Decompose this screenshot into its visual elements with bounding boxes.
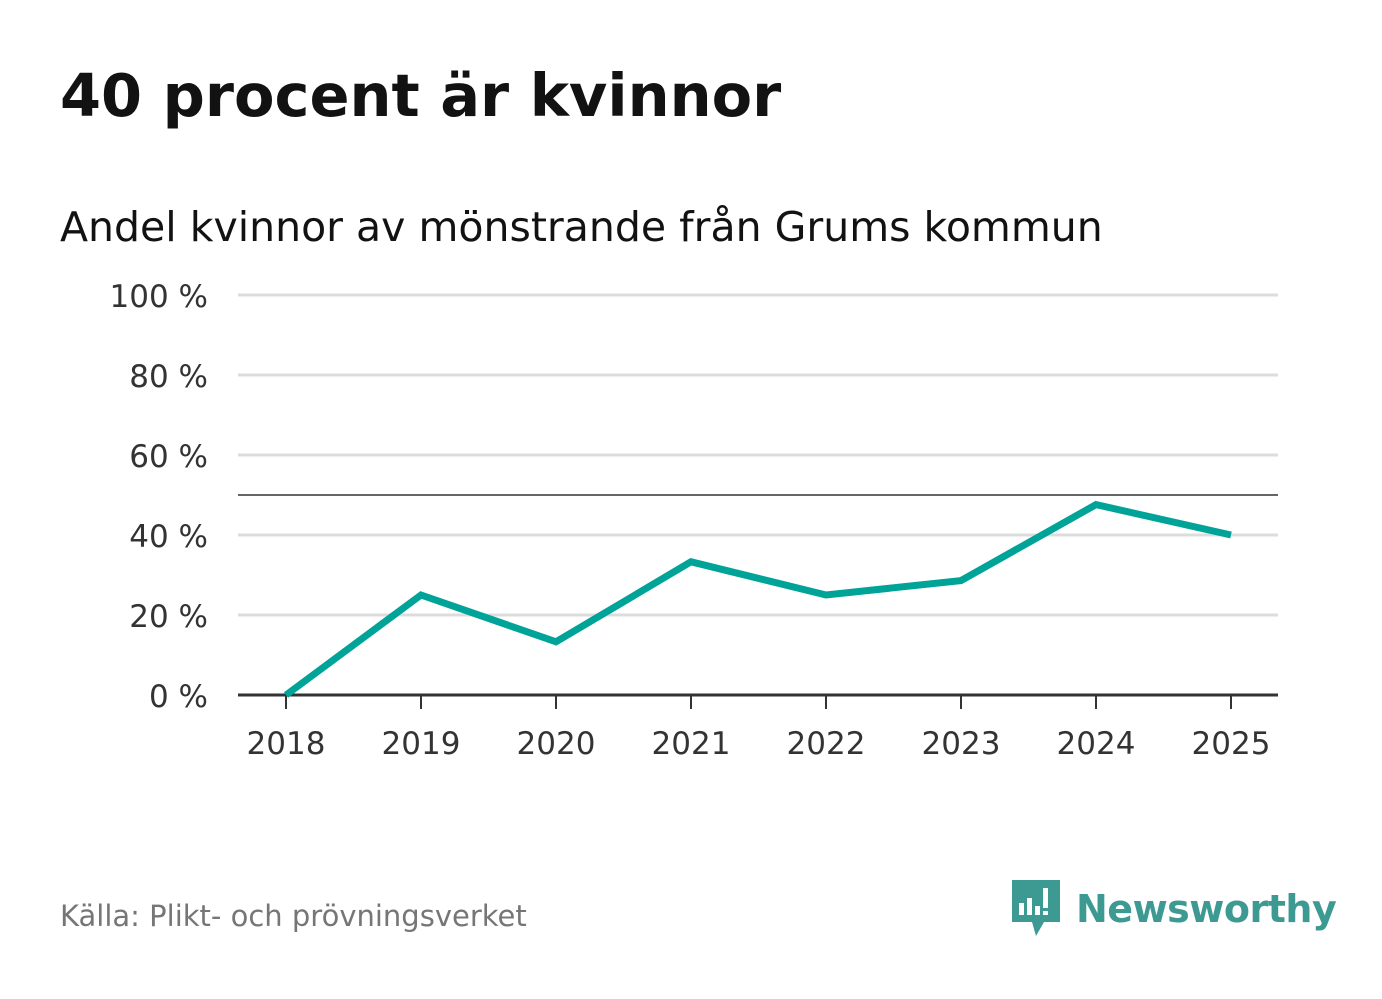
y-tick-label: 60 % xyxy=(129,439,208,475)
brand-logo: Newsworthy xyxy=(1010,878,1337,940)
brand-name: Newsworthy xyxy=(1076,887,1337,931)
chart-title: 40 procent är kvinnor xyxy=(60,61,782,130)
y-tick-label: 80 % xyxy=(129,359,208,395)
x-tick-label: 2021 xyxy=(652,726,731,762)
y-tick-label: 0 % xyxy=(149,679,208,715)
x-tick-label: 2022 xyxy=(787,726,866,762)
series-line xyxy=(283,500,1232,698)
y-tick-label: 20 % xyxy=(129,599,208,635)
chart-subtitle: Andel kvinnor av mönstrande från Grums k… xyxy=(60,203,1103,251)
x-tick-label: 2023 xyxy=(922,726,1001,762)
source-note: Källa: Plikt- och prövningsverket xyxy=(60,899,527,933)
x-tick-label: 2024 xyxy=(1057,726,1136,762)
x-tick-label: 2019 xyxy=(382,726,461,762)
x-tick-label: 2018 xyxy=(247,726,326,762)
x-tick-label: 2020 xyxy=(517,726,596,762)
newsworthy-logo-icon xyxy=(1012,880,1060,936)
x-tick-label: 2025 xyxy=(1192,726,1271,762)
y-tick-label: 40 % xyxy=(129,519,208,555)
y-tick-label: 100 % xyxy=(110,279,208,315)
